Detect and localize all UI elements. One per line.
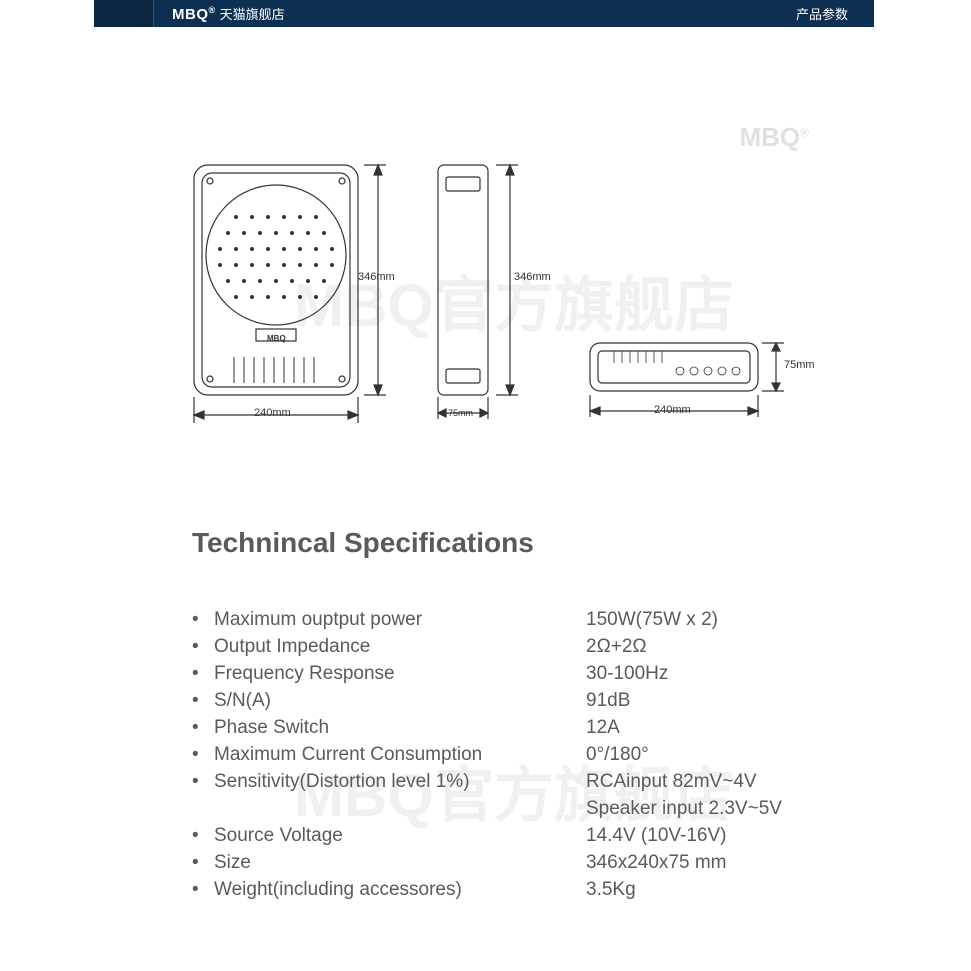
brand-suffix: ® [209,5,216,15]
spec-row: •Source Voltage14.4V (10V-16V) [192,823,832,850]
bullet-icon: • [192,661,214,688]
spec-value: 30-100Hz [586,661,832,688]
spec-label: S/N(A) [214,688,586,715]
bullet-icon: • [192,742,214,769]
spec-row: •Maximum ouptput power150W(75W x 2) [192,607,832,634]
top-width-label: 240mm [654,404,691,416]
spec-label: Weight(including accessores) [214,877,586,904]
spec-label: Frequency Response [214,661,586,688]
header-accent-block [94,0,154,27]
spec-label: Phase Switch [214,715,586,742]
specs-title: Technincal Specifications [192,527,832,559]
front-view-diagram [186,157,366,417]
spec-value: 3.5Kg [586,877,832,904]
spec-value: 91dB [586,688,832,715]
brand-watermark: MBQ® [739,122,809,153]
spec-row: •Output Impedance2Ω+2Ω [192,634,832,661]
front-height-label: 346mm [358,271,395,283]
spec-label: Source Voltage [214,823,586,850]
brand-watermark-suffix: ® [800,125,809,139]
spec-value: 12A [586,715,832,742]
spec-label: Maximum ouptput power [214,607,586,634]
top-view-diagram [584,337,764,397]
spec-label: Sensitivity(Distortion level 1%) [214,769,586,796]
spec-row: •Weight(including accessores)3.5Kg [192,877,832,904]
side-view-diagram [428,157,498,401]
specs-list: •Maximum ouptput power150W(75W x 2)•Outp… [192,607,832,904]
bullet-icon: • [192,850,214,877]
spec-value: 0°/180° [586,742,832,769]
spec-value: 2Ω+2Ω [586,634,832,661]
spec-label: Maximum Current Consumption [214,742,586,769]
spec-label: Output Impedance [214,634,586,661]
bullet-icon: • [192,607,214,634]
spec-row: •Sensitivity(Distortion level 1%)RCAinpu… [192,769,832,796]
brand-name: MBQ® [172,5,216,23]
bullet-icon: • [192,715,214,742]
spec-value: 14.4V (10V-16V) [586,823,832,850]
spec-row: •Phase Switch12A [192,715,832,742]
bullet-icon: • [192,823,214,850]
side-width-label: 75mm [448,408,473,418]
spec-value: 346x240x75 mm [586,850,832,877]
spec-value: RCAinput 82mV~4V [586,769,832,796]
side-height-label: 346mm [514,271,551,283]
bullet-icon: • [192,877,214,904]
brand-text: MBQ [172,6,209,23]
bullet-icon: • [192,769,214,796]
store-name: 天猫旗舰店 [220,4,285,23]
spec-row: •Size346x240x75 mm [192,850,832,877]
bullet-icon: • [192,688,214,715]
spec-row: •Maximum Current Consumption0°/180° [192,742,832,769]
spec-value-extra: Speaker input 2.3V~5V [586,796,832,823]
front-product-label: MBQ [267,334,286,343]
spec-row: •Frequency Response30-100Hz [192,661,832,688]
brand-watermark-text: MBQ [739,122,800,152]
front-width-label: 240mm [254,407,291,419]
header-right-label: 产品参数 [796,4,848,23]
bullet-icon: • [192,634,214,661]
specs-section: Technincal Specifications •Maximum ouptp… [192,527,832,904]
spec-row: •S/N(A)91dB [192,688,832,715]
spec-value: 150W(75W x 2) [586,607,832,634]
header-bar: MBQ® 天猫旗舰店 产品参数 [94,0,874,27]
spec-label: Size [214,850,586,877]
top-height-label: 75mm [784,359,815,371]
page-content: MBQ® MBQ官方旗舰店 MBQ官方旗舰店 MBQ [94,27,874,971]
